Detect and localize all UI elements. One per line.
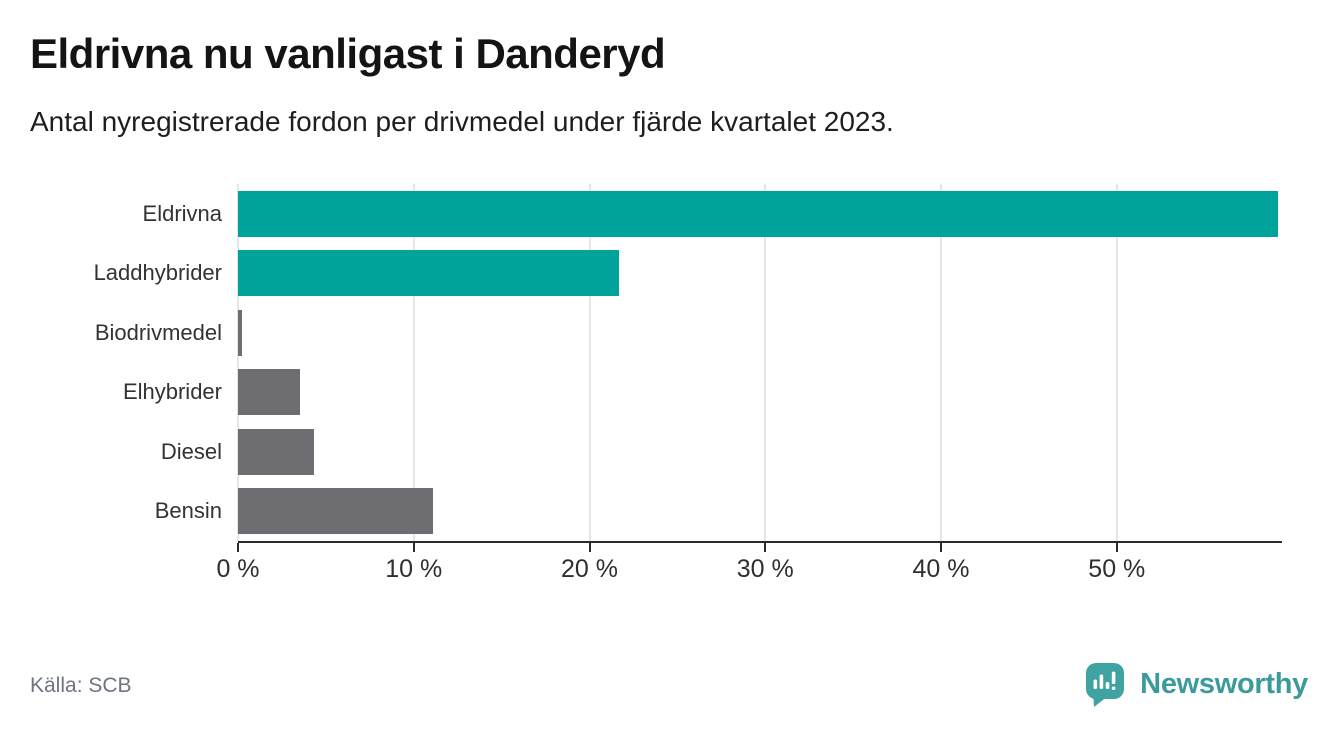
x-axis: 0 % 10 % 20 % 30 % 40 % 50 % <box>216 543 1282 603</box>
bar-laddhybrider <box>238 250 620 297</box>
bar-diesel <box>238 428 314 475</box>
gridline <box>764 184 767 541</box>
gridline <box>412 184 415 541</box>
x-tick-mark <box>588 543 591 552</box>
gridline <box>237 184 239 541</box>
plot-area <box>237 184 1282 543</box>
bar-eldrivna <box>238 190 1279 237</box>
x-tick-label: 50 % <box>1088 555 1146 583</box>
category-label: Eldrivna <box>142 200 222 226</box>
x-tick-label: 30 % <box>736 555 794 583</box>
category-label: Bensin <box>154 498 222 524</box>
newsworthy-logo-icon <box>1086 663 1125 707</box>
x-tick-label: 20 % <box>561 555 618 583</box>
bar-bensin <box>238 488 434 535</box>
bar-biodrivmedel <box>238 309 242 356</box>
chart-title: Eldrivna nu vanligast i Danderyd <box>30 30 666 77</box>
category-labels: Eldrivna Laddhybrider Biodrivmedel Elhybrid… <box>0 184 222 541</box>
x-tick-mark <box>764 543 767 552</box>
category-label: Laddhybrider <box>93 260 222 286</box>
x-tick-label: 40 % <box>912 555 970 583</box>
x-tick-label: 10 % <box>385 555 443 583</box>
bar-chart-exclamation-glyph <box>1093 671 1116 690</box>
x-tick-label: 0 % <box>216 555 260 583</box>
bar-elhybrider <box>238 369 300 416</box>
x-tick-mark <box>237 543 239 552</box>
x-tick-mark <box>412 543 415 552</box>
gridline <box>940 184 943 541</box>
bar-chart: Eldrivna Laddhybrider Biodrivmedel Elhybrid… <box>0 184 1340 583</box>
gridline <box>1115 184 1118 541</box>
category-label: Elhybrider <box>122 379 222 405</box>
chart-subtitle: Antal nyregistrerade fordon per drivmede… <box>30 106 894 137</box>
newsworthy-logo: Newsworthy <box>1081 660 1308 708</box>
x-tick-mark <box>940 543 943 552</box>
newsworthy-logo-text: Newsworthy <box>1140 667 1308 700</box>
x-tick-mark <box>1115 543 1118 552</box>
source-note: Källa: SCB <box>30 674 132 697</box>
category-label: Diesel <box>160 438 222 464</box>
category-label: Biodrivmedel <box>94 319 222 345</box>
gridline <box>588 184 591 541</box>
